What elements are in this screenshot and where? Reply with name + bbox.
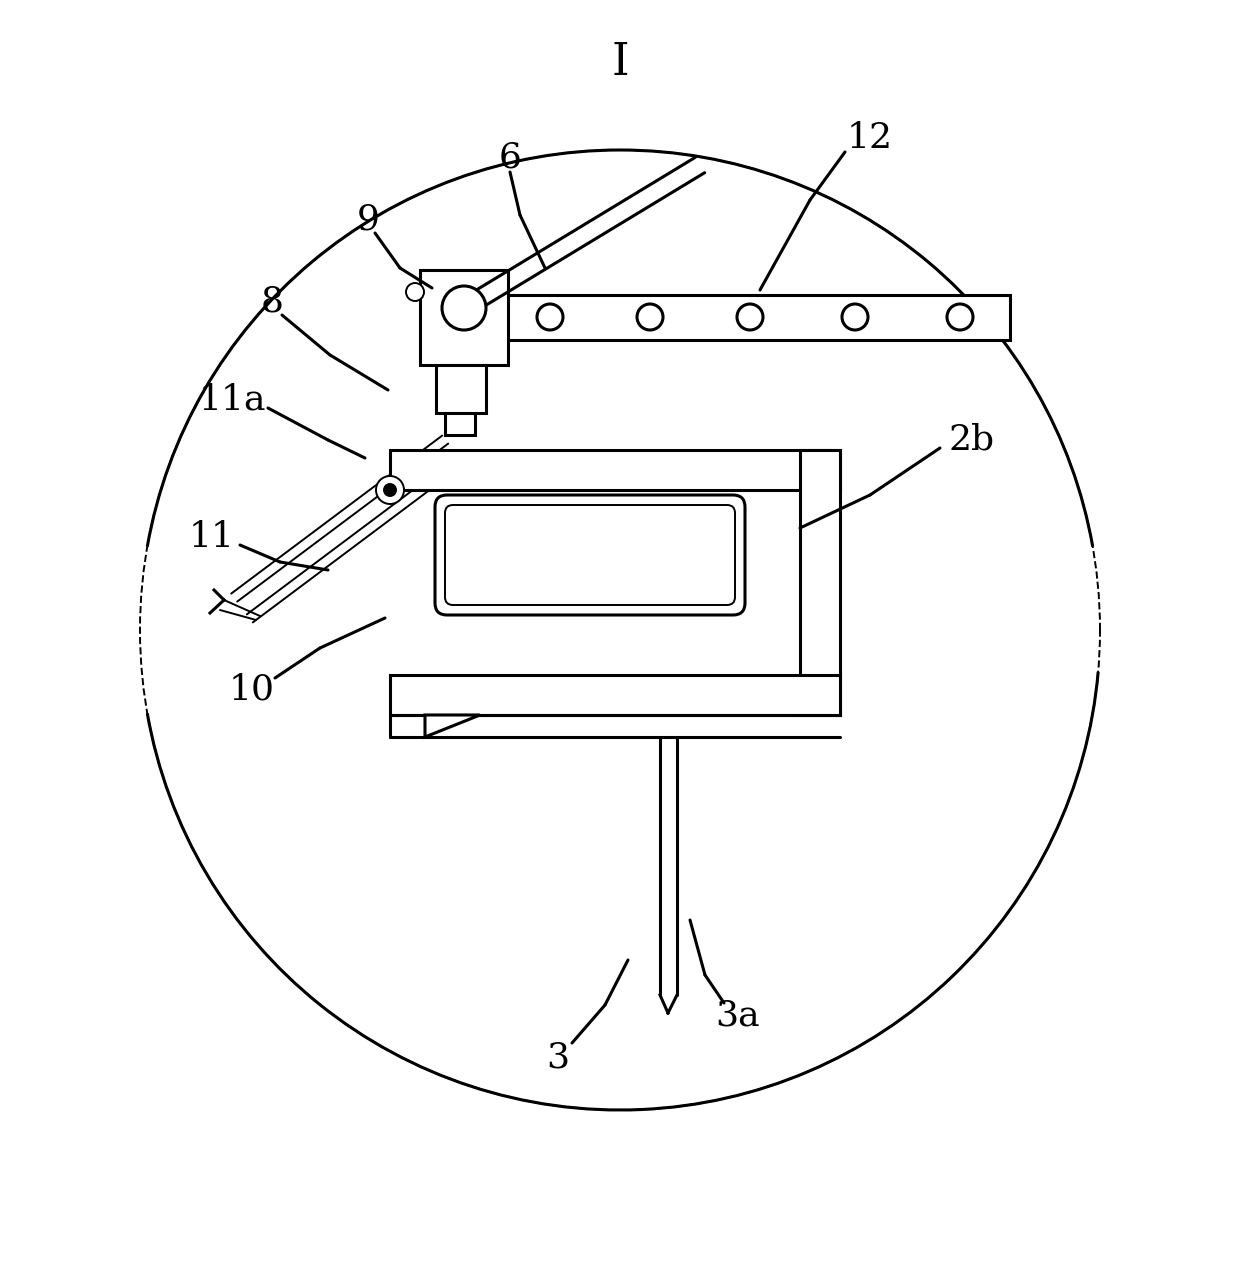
Polygon shape xyxy=(425,715,480,737)
Circle shape xyxy=(376,476,404,503)
Text: I: I xyxy=(611,40,629,83)
Bar xyxy=(391,676,839,715)
Text: 9: 9 xyxy=(357,202,379,237)
Text: 11: 11 xyxy=(188,520,236,554)
Text: 3a: 3a xyxy=(715,998,760,1032)
Circle shape xyxy=(384,484,396,496)
Circle shape xyxy=(537,304,563,330)
Bar xyxy=(436,366,486,412)
Text: 3: 3 xyxy=(547,1041,569,1075)
Text: 6: 6 xyxy=(498,140,522,175)
Text: 11a: 11a xyxy=(198,383,265,417)
Circle shape xyxy=(737,304,763,330)
FancyBboxPatch shape xyxy=(445,505,735,605)
Circle shape xyxy=(947,304,973,330)
Bar xyxy=(391,450,839,490)
Bar xyxy=(460,295,1011,340)
FancyBboxPatch shape xyxy=(435,495,745,615)
Text: 10: 10 xyxy=(229,673,275,707)
Bar xyxy=(420,269,508,366)
Circle shape xyxy=(441,286,486,330)
Text: 2b: 2b xyxy=(949,423,994,457)
Circle shape xyxy=(405,283,424,301)
Circle shape xyxy=(842,304,868,330)
Circle shape xyxy=(637,304,663,330)
Text: 12: 12 xyxy=(847,121,893,156)
Text: 8: 8 xyxy=(260,285,284,319)
Bar xyxy=(800,450,839,715)
Bar xyxy=(445,412,475,435)
